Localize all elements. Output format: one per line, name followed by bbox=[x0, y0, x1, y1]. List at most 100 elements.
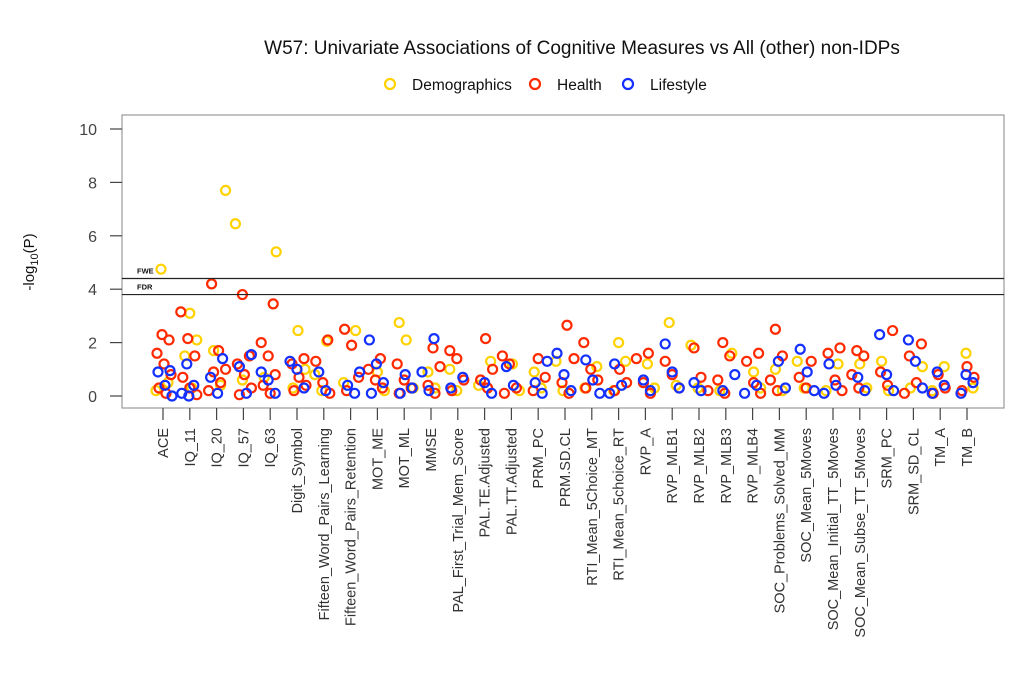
point-health bbox=[578, 337, 590, 349]
point-demographics bbox=[875, 355, 888, 367]
point-lifestyle bbox=[479, 377, 491, 389]
point-health bbox=[269, 369, 281, 381]
x-tick-label: ACE bbox=[156, 428, 172, 458]
point-lifestyle bbox=[779, 382, 792, 394]
point-lifestyle bbox=[565, 385, 577, 397]
point-lifestyle bbox=[529, 377, 541, 389]
point-health bbox=[496, 350, 508, 362]
point-health bbox=[568, 353, 580, 365]
point-lifestyle bbox=[363, 334, 375, 346]
point-lifestyle bbox=[284, 355, 296, 367]
point-lifestyle bbox=[551, 347, 563, 359]
x-tick-label: SOC_Mean_Subse_TT_5Moves bbox=[853, 428, 869, 638]
point-lifestyle bbox=[541, 355, 553, 367]
point-lifestyle bbox=[181, 358, 193, 370]
point-demographics bbox=[350, 324, 362, 337]
point-health bbox=[851, 345, 863, 357]
point-lifestyle bbox=[212, 387, 224, 399]
point-demographics bbox=[832, 358, 844, 370]
point-lifestyle bbox=[615, 379, 628, 391]
point-lifestyle bbox=[880, 369, 893, 381]
point-health bbox=[262, 350, 274, 362]
point-health bbox=[498, 387, 510, 399]
x-tick-label: SRM_SD_CL bbox=[906, 428, 922, 515]
point-lifestyle bbox=[960, 369, 972, 381]
point-demographics bbox=[229, 218, 241, 230]
point-lifestyle bbox=[240, 387, 252, 399]
point-health bbox=[189, 350, 201, 362]
x-tick-label: RVP_MLB1 bbox=[665, 428, 681, 504]
x-axis: ACE IQ_11 IQ_20 IQ_57 IQ_63 Digit_Symbol Fifte… bbox=[156, 408, 976, 638]
point-health bbox=[151, 347, 163, 359]
point-health bbox=[561, 319, 573, 331]
point-health bbox=[630, 353, 643, 365]
point-health bbox=[740, 355, 753, 367]
point-demographics bbox=[663, 316, 675, 329]
x-tick-label: SOC_Mean_Initial_TT_5Moves bbox=[826, 428, 842, 630]
legend-marker-health bbox=[528, 77, 542, 91]
x-tick-label: RVP_MLB2 bbox=[692, 428, 708, 504]
point-lifestyle bbox=[183, 390, 195, 402]
point-health bbox=[233, 389, 245, 401]
point-health bbox=[793, 371, 805, 383]
point-demographics bbox=[591, 361, 603, 373]
point-lifestyle bbox=[445, 382, 457, 394]
point-health bbox=[532, 353, 544, 365]
point-lifestyle bbox=[823, 358, 835, 370]
point-health bbox=[215, 377, 227, 389]
point-lifestyle bbox=[320, 385, 332, 397]
point-lifestyle bbox=[967, 377, 979, 389]
point-lifestyle bbox=[377, 377, 389, 389]
x-tick-label: Fifteen_Word_Pairs_Learning bbox=[317, 428, 333, 620]
point-lifestyle bbox=[428, 332, 440, 345]
point-lifestyle bbox=[644, 385, 657, 397]
point-lifestyle bbox=[365, 387, 377, 399]
x-tick-label: MOT_ML bbox=[397, 428, 413, 488]
point-health bbox=[717, 337, 729, 349]
point-demographics bbox=[400, 334, 412, 346]
point-health bbox=[752, 347, 765, 359]
point-health bbox=[422, 379, 434, 391]
point-lifestyle bbox=[399, 369, 411, 381]
point-lifestyle bbox=[298, 382, 310, 394]
x-tick-label: IQ_57 bbox=[236, 428, 252, 468]
x-tick-label: RVP_A bbox=[638, 428, 654, 476]
point-health bbox=[427, 342, 439, 354]
point-health bbox=[688, 342, 700, 354]
point-health bbox=[451, 353, 463, 365]
point-lifestyle bbox=[558, 369, 570, 381]
x-tick-label: IQ_20 bbox=[210, 428, 226, 468]
point-health bbox=[298, 353, 310, 365]
point-demographics bbox=[791, 355, 803, 367]
point-lifestyle bbox=[269, 387, 281, 399]
x-tick-label: SOC_Mean_5Moves bbox=[799, 428, 815, 563]
point-lifestyle bbox=[688, 377, 700, 389]
y-tick-label: 8 bbox=[88, 175, 97, 192]
point-lifestyle bbox=[808, 385, 820, 397]
point-lifestyle bbox=[152, 366, 164, 378]
point-lifestyle bbox=[457, 371, 469, 383]
point-health bbox=[391, 358, 403, 370]
point-health bbox=[769, 323, 782, 335]
point-lifestyle bbox=[887, 385, 900, 397]
point-health bbox=[206, 278, 218, 290]
y-tick-label: 4 bbox=[88, 282, 97, 299]
point-lifestyle bbox=[594, 387, 606, 399]
chart-title: W57: Univariate Associations of Cognitiv… bbox=[264, 38, 900, 59]
point-health bbox=[702, 385, 714, 397]
point-demographics bbox=[292, 324, 304, 337]
x-tick-label: TM_B bbox=[960, 428, 976, 467]
point-health bbox=[177, 371, 189, 383]
point-lifestyle bbox=[349, 387, 361, 399]
point-health bbox=[712, 374, 724, 386]
x-tick-label: RVP_MLB3 bbox=[719, 428, 735, 504]
point-lifestyle bbox=[205, 371, 217, 383]
point-health bbox=[846, 369, 858, 381]
point-lifestyle bbox=[245, 349, 257, 361]
point-demographics bbox=[612, 337, 625, 349]
y-axis-label: -log10(P) bbox=[21, 233, 41, 290]
point-health bbox=[858, 350, 870, 362]
x-tick-label: Fifteen_Word_Pairs_Retention bbox=[344, 428, 360, 626]
point-lifestyle bbox=[507, 379, 520, 391]
point-health bbox=[822, 347, 834, 359]
